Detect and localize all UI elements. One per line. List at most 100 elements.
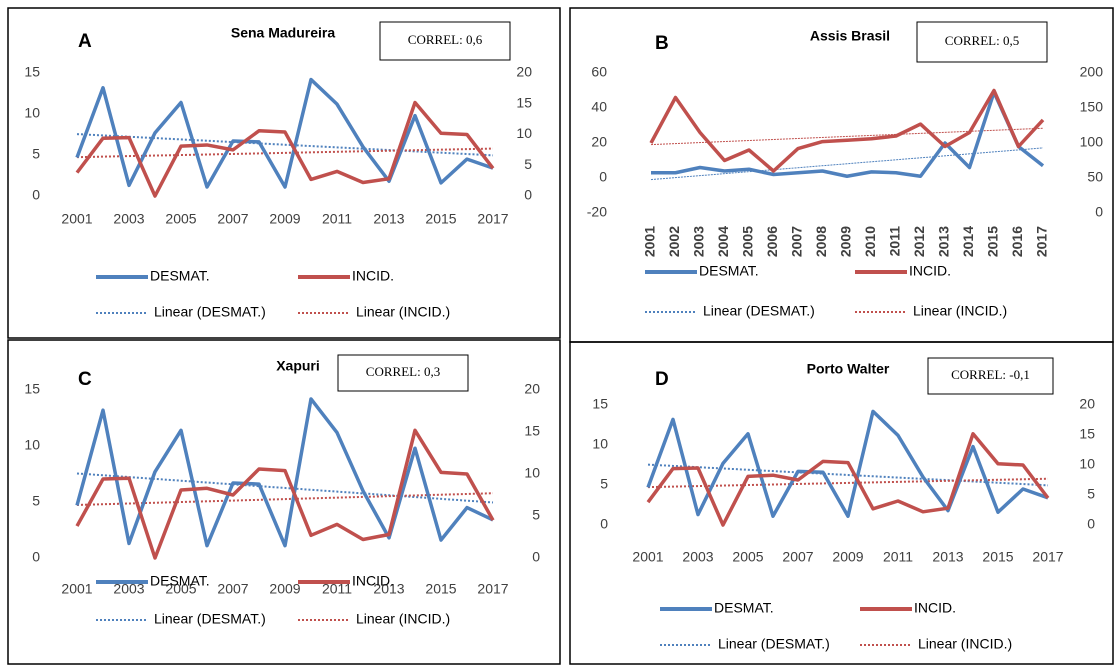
x-tick-label: 2013 xyxy=(932,549,963,565)
y2-tick-label: 20 xyxy=(1079,396,1095,412)
legend-label: INCID. xyxy=(352,268,394,284)
trendline xyxy=(647,477,1049,489)
chart-title: Sena Madureira xyxy=(231,25,335,41)
trendline xyxy=(647,463,1049,487)
legend-label: Linear (INCID.) xyxy=(356,304,450,320)
x-tick-label: 2014 xyxy=(960,226,976,257)
legend-label: INCID. xyxy=(352,573,394,589)
x-tick-label: 2017 xyxy=(477,211,508,227)
x-tick-label: 2001 xyxy=(61,211,92,227)
x-tick-label: 2003 xyxy=(113,211,144,227)
series-line xyxy=(75,100,495,198)
y2-tick-label: 10 xyxy=(1079,456,1095,472)
annotation-box xyxy=(379,21,511,61)
y-tick-label: -20 xyxy=(587,204,607,220)
y-tick-label: 0 xyxy=(600,516,608,532)
x-tick-label: 2002 xyxy=(666,226,682,257)
legend-label: DESMAT. xyxy=(699,263,759,279)
y2-tick-label: 50 xyxy=(1087,169,1103,185)
annotation-box xyxy=(337,354,469,392)
y-tick-label: 20 xyxy=(591,134,607,150)
legend-label: INCID. xyxy=(914,600,956,616)
annotation-box xyxy=(916,21,1048,63)
annotation: CORREL: 0,3 xyxy=(366,364,440,379)
x-tick-label: 2009 xyxy=(838,226,854,257)
series-line xyxy=(646,432,1050,527)
x-tick-label: 2009 xyxy=(269,581,300,597)
x-tick-label: 2015 xyxy=(425,211,456,227)
series-line xyxy=(649,88,1045,173)
x-tick-label: 2007 xyxy=(782,549,813,565)
y2-tick-label: 0 xyxy=(1087,516,1095,532)
x-tick-label: 2005 xyxy=(165,581,196,597)
x-tick-label: 2013 xyxy=(373,211,404,227)
chart-title: Porto Walter xyxy=(807,361,890,377)
trendline xyxy=(76,133,494,157)
chart-title: Xapuri xyxy=(276,358,320,374)
x-tick-label: 2013 xyxy=(936,226,952,257)
y2-tick-label: 15 xyxy=(524,423,540,439)
x-tick-label: 2005 xyxy=(732,549,763,565)
chart-panel: C Xapuri CORREL: 0,3 0 5 10 15 0 5 10 15 20 2001 2003… xyxy=(7,339,561,665)
x-tick-label: 2003 xyxy=(113,581,144,597)
legend-label: Linear (INCID.) xyxy=(356,611,450,627)
y-tick-label: 10 xyxy=(24,437,40,453)
x-tick-label: 2015 xyxy=(425,581,456,597)
legend-label: INCID. xyxy=(909,263,951,279)
trendline xyxy=(76,472,494,504)
x-tick-label: 2011 xyxy=(887,226,903,257)
y2-tick-label: 150 xyxy=(1080,99,1104,115)
x-tick-label: 2009 xyxy=(269,211,300,227)
x-tick-label: 2015 xyxy=(985,226,1001,257)
x-tick-label: 2007 xyxy=(217,211,248,227)
x-tick-label: 2001 xyxy=(61,581,92,597)
chart-title: Assis Brasil xyxy=(810,28,890,44)
annotation: CORREL: 0,5 xyxy=(945,33,1019,48)
x-tick-label: 2007 xyxy=(789,226,805,257)
y2-tick-label: 10 xyxy=(524,465,540,481)
legend-label: Linear (INCID.) xyxy=(913,303,1007,319)
x-tick-label: 2011 xyxy=(322,581,352,597)
x-tick-label: 2017 xyxy=(477,581,508,597)
y2-tick-label: 0 xyxy=(532,549,540,565)
y-tick-label: 5 xyxy=(32,493,40,509)
x-tick-label: 2005 xyxy=(165,211,196,227)
y2-tick-label: 5 xyxy=(1087,486,1095,502)
y-tick-label: 5 xyxy=(600,476,608,492)
y-tick-label: 10 xyxy=(592,436,608,452)
y-tick-label: 0 xyxy=(599,169,607,185)
panel-letter: C xyxy=(78,369,92,390)
y2-tick-label: 10 xyxy=(516,125,532,141)
y-tick-label: 10 xyxy=(24,105,40,121)
panel-frame xyxy=(569,341,1114,665)
trendline xyxy=(76,492,494,506)
series-line xyxy=(75,77,494,189)
panel-frame xyxy=(7,339,561,665)
series-line xyxy=(651,90,1045,178)
legend-label: Linear (DESMAT.) xyxy=(703,303,815,319)
x-tick-label: 2001 xyxy=(642,226,658,257)
x-tick-label: 2003 xyxy=(682,549,713,565)
series-line xyxy=(646,409,1049,518)
y2-tick-label: 100 xyxy=(1080,134,1104,150)
x-tick-label: 2006 xyxy=(764,226,780,257)
panel-letter: A xyxy=(78,31,92,52)
chart-panel: A Sena Madureira CORREL: 0,6 0 5 10 15 0 5 10 15 20… xyxy=(7,7,561,339)
trendline xyxy=(650,127,1044,146)
y2-tick-label: 0 xyxy=(524,187,532,203)
y-tick-label: 40 xyxy=(591,99,607,115)
x-tick-label: 2003 xyxy=(691,226,707,257)
y-tick-label: 0 xyxy=(32,549,40,565)
legend-label: Linear (INCID.) xyxy=(918,636,1012,652)
y2-tick-label: 20 xyxy=(524,381,540,397)
y-tick-label: 60 xyxy=(591,64,607,80)
x-tick-label: 2008 xyxy=(813,226,829,257)
series-line xyxy=(75,397,494,548)
y2-tick-label: 200 xyxy=(1080,64,1104,80)
panel-letter: D xyxy=(655,369,669,390)
legend-label: DESMAT. xyxy=(150,268,210,284)
legend-label: DESMAT. xyxy=(714,600,774,616)
legend-label: DESMAT. xyxy=(150,573,210,589)
panel-letter: B xyxy=(655,33,669,54)
